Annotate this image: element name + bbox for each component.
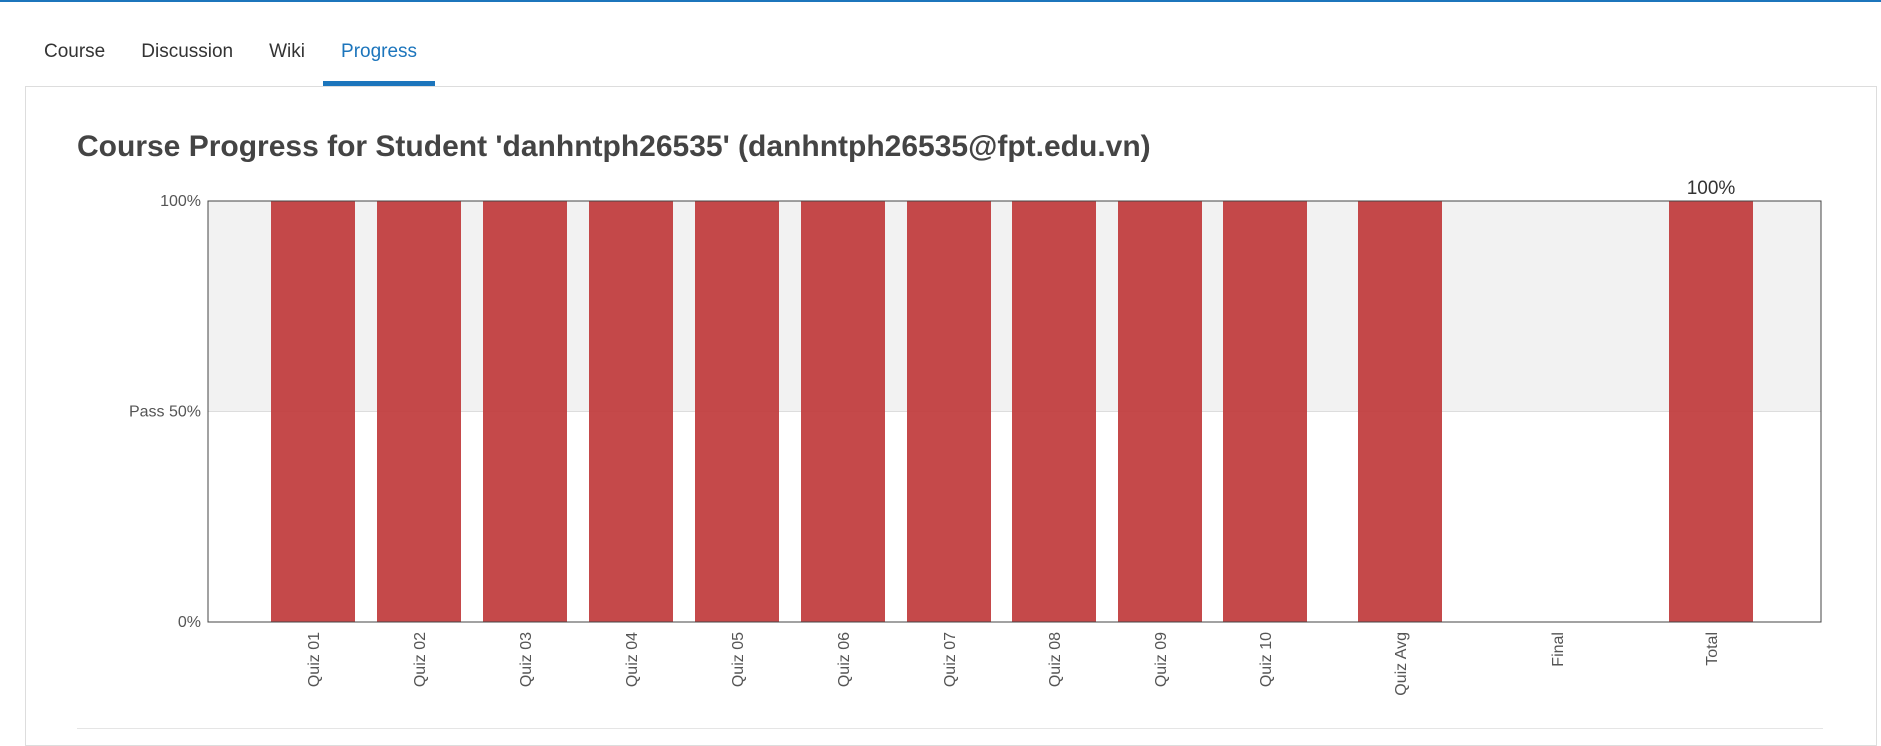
- x-tick-label: Quiz 10: [1258, 632, 1275, 687]
- plot-border: [207, 200, 1822, 623]
- x-tick-label: Quiz 03: [518, 632, 535, 687]
- tab-wiki[interactable]: Wiki: [269, 41, 306, 62]
- bar-quiz-08: [1012, 201, 1096, 622]
- y-tick-label: Pass 50%: [129, 404, 201, 421]
- x-tick-label: Quiz 05: [730, 632, 747, 687]
- bar-quiz-09: [1118, 201, 1202, 622]
- x-tick-label: Quiz 09: [1153, 632, 1170, 687]
- bar-total: [1669, 201, 1753, 622]
- bar-quiz-avg: [1358, 201, 1442, 622]
- bar-quiz-10: [1223, 201, 1307, 622]
- bar-quiz-05: [695, 201, 779, 622]
- x-tick-label: Quiz Avg: [1393, 632, 1410, 696]
- bar-quiz-03: [483, 201, 567, 622]
- x-tick-label: Quiz 07: [942, 632, 959, 687]
- x-tick-label: Quiz 06: [836, 632, 853, 687]
- page-title: Course Progress for Student 'danhntph265…: [77, 130, 1151, 163]
- y-tick-label: 0%: [178, 614, 201, 631]
- y-tick-label: 100%: [160, 193, 201, 210]
- x-tick-label: Total: [1704, 632, 1721, 666]
- x-tick-label: Quiz 01: [306, 632, 323, 687]
- bar-quiz-01: [271, 201, 355, 622]
- course-tabs: Course Discussion Wiki Progress: [26, 28, 436, 86]
- bar-quiz-06: [801, 201, 885, 622]
- x-tick-label: Quiz 04: [624, 632, 641, 687]
- bar-quiz-04: [589, 201, 673, 622]
- top-accent-rule: [0, 0, 1881, 2]
- section-divider: [77, 728, 1823, 729]
- tab-discussion[interactable]: Discussion: [141, 41, 234, 62]
- x-tick-label: Quiz 08: [1047, 632, 1064, 687]
- x-tick-label: Quiz 02: [412, 632, 429, 687]
- data-label: 100%: [1687, 178, 1736, 199]
- x-tick-label: Final: [1550, 632, 1567, 667]
- bar-quiz-02: [377, 201, 461, 622]
- bar-quiz-07: [907, 201, 991, 622]
- tab-course[interactable]: Course: [44, 41, 106, 62]
- tab-progress[interactable]: Progress: [323, 28, 436, 86]
